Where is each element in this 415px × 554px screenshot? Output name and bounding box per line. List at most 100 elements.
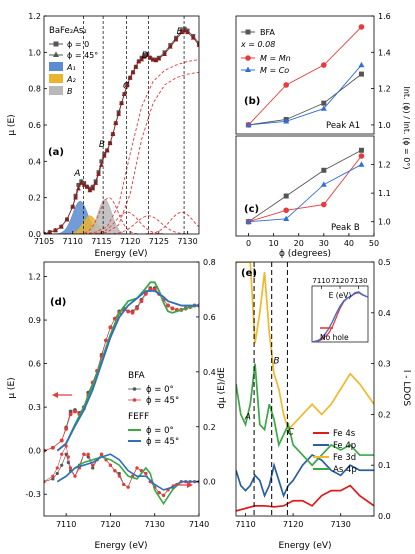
d-bfa-point-1-20 (139, 299, 144, 304)
panel-b: 1.0 1.2 1.4 1.6 (b) Peak A1 BFA x = 0.08 M … (235, 12, 391, 135)
d-deriv-point-1-27 (161, 493, 166, 498)
b-legend-co-marker (245, 66, 251, 72)
d-ytick-label-0: -0.3 (25, 490, 41, 499)
b-triangle-point-2 (320, 105, 327, 111)
a-series1-point-33 (150, 57, 156, 62)
b-legend-x: x = 0.08 (240, 40, 275, 49)
e-ytick-label-5: 0.5 (378, 258, 391, 267)
a-legend-triangle-marker (53, 51, 59, 57)
a-series1-point-15 (99, 162, 104, 167)
a-xlabel: Energy (eV) (94, 249, 147, 259)
d2-ytick-label-2: 0.4 (203, 368, 216, 377)
a-xtick-label-1: 7110 (63, 237, 83, 246)
d-bfa-point-1-27 (170, 306, 175, 311)
b-legend-bfa: BFA (260, 28, 275, 37)
a-series1-point-25 (127, 75, 133, 80)
a-ytick-label-0: 0.0 (28, 230, 41, 239)
a-series0-point-15 (99, 159, 104, 164)
a-ytick-label-4: 0.8 (28, 85, 41, 94)
a-series1-point-14 (96, 171, 101, 176)
a-series1-point-26 (130, 69, 136, 75)
inset-series-line-1 (312, 291, 368, 342)
c-xtick-label-3: 30 (319, 239, 329, 248)
a-series1-point-18 (107, 140, 113, 145)
c-series (245, 147, 365, 225)
a-legend-a1: A₁ (66, 63, 76, 72)
a-ytick-label-3: 0.6 (28, 121, 41, 130)
b-series-line-2 (248, 64, 362, 126)
d-legend-feff-phi0: ϕ = 0° (146, 426, 174, 436)
e-ytick-label-1: 0.1 (378, 461, 391, 470)
e-series-line-2 (236, 262, 374, 432)
d-legend-bfa-phi0: ϕ = 0° (146, 385, 174, 395)
inset-legend-nohole: No hole (320, 333, 349, 342)
d-deriv-point-1-5 (66, 455, 70, 459)
a-series1-point-1 (47, 229, 53, 234)
a-ytick-label-6: 1.2 (28, 12, 41, 21)
d-deriv-point-1-1 (51, 474, 55, 478)
b-series-line-1 (248, 26, 362, 126)
a-peak-letters: A B C D E (73, 27, 182, 179)
c-circle-point-2 (321, 201, 327, 208)
a-step-functions (44, 59, 199, 234)
d-feff-line-3 (56, 290, 199, 452)
d2-ytick-label-0: 0.0 (203, 478, 216, 487)
d-bfa-point-1-4 (68, 412, 73, 417)
d-bfa-point-0-4 (68, 409, 73, 414)
a-legend-title: BaFe₂As₂ (49, 26, 87, 36)
a-legend-phi0: ϕ = 0 (67, 40, 89, 49)
d-deriv-point-1-13 (99, 452, 104, 456)
a-step-curve-1 (44, 71, 199, 234)
d-ytick-label-5: 1.2 (28, 273, 41, 282)
a-series1-point-12 (90, 185, 96, 191)
d-bfa-point-1-1 (50, 445, 55, 450)
bc-ylabel: Int. (ϕ) / Int. (ϕ = 0°) (402, 86, 411, 169)
a-series1-point-10 (84, 184, 90, 189)
a-ytick-label-2: 0.4 (28, 157, 41, 166)
a-series1-point-42 (190, 35, 196, 40)
a-fit-curves (79, 197, 199, 234)
d-ytick-label-4: 0.9 (28, 316, 41, 325)
c-xtick-label-4: 40 (344, 239, 354, 248)
d2-ytick-label-4: 0.8 (203, 258, 216, 267)
a-series1-point-4 (64, 216, 70, 222)
a-fill-peak-2 (82, 199, 128, 234)
d-axes: 7110 7120 7130 7140 -0.3 0.0 0.3 0.6 0.9 1.2 0.0 0.… (25, 258, 215, 529)
inset-frame (311, 285, 369, 343)
e-legend-fe4p: Fe 4p (333, 441, 356, 451)
e-peak-letter-2: C (288, 428, 295, 438)
a-series1-point-32 (147, 55, 153, 60)
d-deriv-point-0-17 (117, 471, 121, 476)
d-deriv-point-0-3 (60, 463, 64, 467)
a-series1-point-34 (153, 57, 159, 63)
a-xtick-label-0: 7105 (34, 237, 54, 246)
a-panel-label: (a) (48, 147, 64, 158)
c-frame (235, 135, 375, 237)
a-series1-point-41 (185, 29, 190, 35)
d-deriv-point-1-18 (122, 482, 126, 487)
e-panel-label: (e) (241, 268, 257, 279)
a-series1-point-22 (119, 100, 124, 105)
d-bfa-point-1-19 (135, 306, 139, 311)
e-energy-markers (253, 262, 288, 516)
e-xlabel: Energy (eV) (278, 541, 331, 551)
a-series1-point-11 (87, 187, 93, 193)
d-deriv-point-1-21 (135, 466, 139, 470)
d-deriv-point-0-1 (51, 477, 55, 481)
d-xtick-label-1: 7120 (100, 520, 120, 529)
inset-series (312, 291, 368, 342)
b-frame (235, 15, 375, 135)
d-deriv-point-1-11 (91, 463, 95, 467)
a-series1-point-19 (110, 131, 116, 136)
c-square-point-1 (283, 193, 289, 199)
c-xtick-label-1: 10 (269, 239, 279, 248)
a-series1-point-8 (78, 180, 84, 185)
b-ytick-label-2: 1.4 (378, 48, 391, 57)
e-legend-as4p: As 4p (333, 465, 357, 475)
a-series1-point-36 (162, 51, 167, 56)
c-square-point-3 (358, 147, 364, 153)
d-bfa-line-1 (44, 289, 199, 451)
e-ylabel: l - LDOS (401, 370, 411, 406)
b-triangle-point-1 (283, 118, 290, 124)
